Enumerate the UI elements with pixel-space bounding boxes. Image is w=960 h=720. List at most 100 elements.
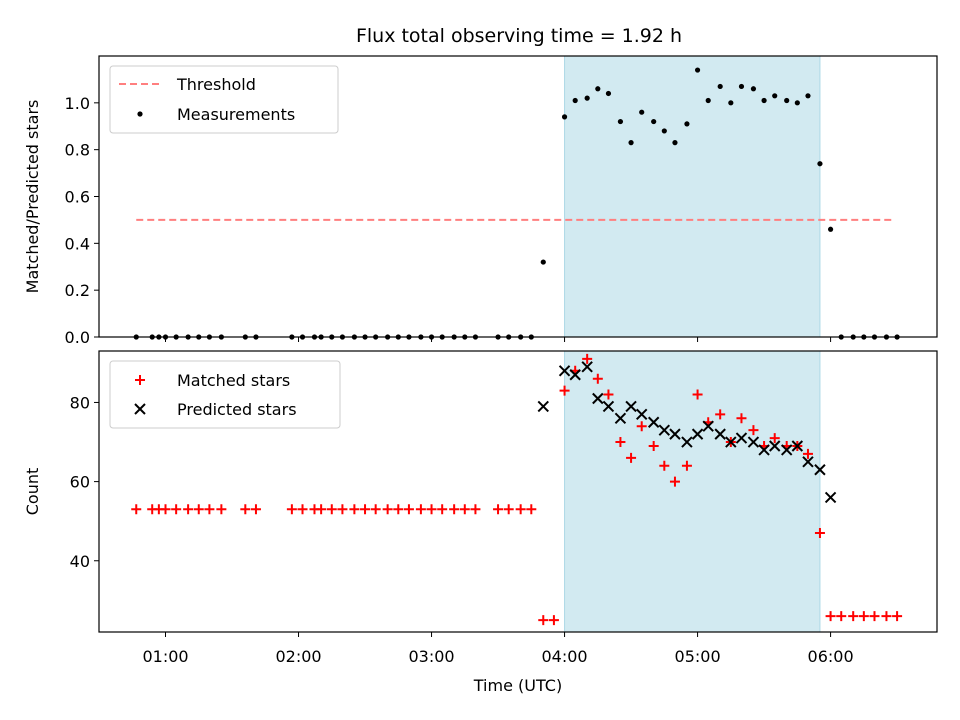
legend-matched-label: Matched stars	[177, 371, 290, 390]
x-tick-label: 01:00	[142, 647, 188, 666]
measurement-point	[772, 93, 778, 99]
predicted-point	[658, 424, 671, 436]
y-tick-label: 1.0	[65, 94, 90, 113]
matched-point	[131, 504, 142, 515]
measurement-point	[628, 140, 634, 146]
x-tick-label: 05:00	[675, 647, 721, 666]
matched-point	[769, 433, 780, 444]
matched-point	[636, 421, 647, 432]
matched-point	[459, 504, 470, 515]
matched-point	[493, 504, 504, 515]
predicted-point	[702, 420, 714, 432]
matched-point	[836, 611, 847, 622]
predicted-point	[647, 416, 660, 428]
top-panel: 0.0 0.2 0.4 0.6 0.8 1.0 Matched/Predicted star…	[23, 55, 938, 347]
matched-point	[648, 440, 659, 451]
predicted-point	[592, 392, 604, 405]
y-tick-label: 60	[70, 473, 90, 492]
predicted-point	[714, 428, 726, 440]
matched-point	[240, 504, 251, 515]
measurement-point	[617, 118, 624, 125]
legend-measurement-label: Measurements	[177, 105, 295, 124]
predicted-point	[802, 456, 814, 468]
predicted-point	[735, 432, 748, 444]
measurement-point	[595, 86, 601, 92]
legend-threshold-label: Threshold	[176, 75, 256, 94]
matched-point	[337, 504, 348, 515]
measurement-point	[672, 140, 678, 146]
matched-point	[892, 611, 903, 622]
predicted-point	[758, 444, 770, 456]
matched-point	[869, 611, 880, 622]
measurement-point	[761, 97, 767, 104]
chart-title: Flux total observing time = 1.92 h	[356, 25, 682, 47]
matched-point	[736, 413, 747, 424]
measurement-point	[605, 90, 612, 97]
predicted-point	[602, 400, 615, 413]
matched-point	[692, 389, 703, 400]
matched-point	[403, 504, 414, 515]
matched-point	[250, 504, 261, 515]
measurement-point	[584, 95, 590, 101]
predicted-point	[537, 400, 549, 413]
matched-point	[881, 611, 892, 622]
predicted-point	[625, 400, 637, 413]
measurement-point	[572, 97, 578, 104]
legend-measurement-swatch	[137, 111, 143, 117]
matched-point	[615, 437, 626, 448]
predicted-point	[824, 491, 837, 504]
matched-point	[171, 504, 182, 515]
matched-point	[449, 504, 460, 515]
predicted-point	[769, 440, 781, 452]
matched-point	[858, 611, 869, 622]
matched-point	[681, 460, 692, 471]
matched-point	[470, 504, 481, 515]
predicted-point	[814, 464, 826, 476]
matched-point	[437, 504, 448, 515]
matched-point	[626, 452, 637, 463]
measurement-point	[705, 97, 711, 104]
matched-point	[415, 504, 426, 515]
matched-point	[582, 353, 593, 364]
measurement-point	[738, 83, 745, 90]
x-tick-label: 02:00	[275, 647, 321, 666]
bottom-axes-frame	[98, 350, 938, 633]
measurement-point	[805, 93, 811, 99]
matched-point	[548, 615, 559, 626]
measurement-point	[794, 100, 800, 106]
matched-point	[393, 504, 404, 515]
matched-point	[503, 504, 514, 515]
matched-point	[669, 476, 680, 487]
matched-point	[326, 504, 337, 515]
top-legend	[109, 65, 339, 134]
matched-point	[382, 504, 393, 515]
predicted-point	[581, 361, 593, 373]
matched-point	[160, 504, 171, 515]
y-tick-label: 0.0	[65, 328, 90, 347]
predicted-point	[691, 428, 704, 440]
matched-point	[360, 504, 371, 515]
measurement-point	[684, 121, 690, 127]
matched-point	[515, 504, 526, 515]
x-axis-label: Time (UTC)	[473, 676, 562, 695]
y-tick-label: 0.6	[65, 188, 90, 207]
matched-point	[216, 504, 227, 515]
bottom-y-axis-label: Count	[23, 468, 42, 516]
predicted-point	[780, 444, 793, 456]
y-tick-label: 0.8	[65, 141, 90, 160]
bottom-series-0	[131, 353, 903, 626]
measurement-point	[817, 161, 823, 167]
matched-point	[370, 504, 381, 515]
predicted-point	[614, 412, 627, 424]
measurement-point	[561, 114, 568, 120]
predicted-point	[681, 436, 693, 448]
predicted-point	[747, 436, 760, 448]
y-tick-label: 40	[70, 552, 90, 571]
y-tick-label: 0.2	[65, 281, 90, 300]
measurement-point	[540, 259, 546, 265]
matched-point	[297, 504, 308, 515]
measurement-point	[750, 86, 757, 92]
matched-point	[183, 504, 194, 515]
matched-point	[715, 409, 726, 420]
